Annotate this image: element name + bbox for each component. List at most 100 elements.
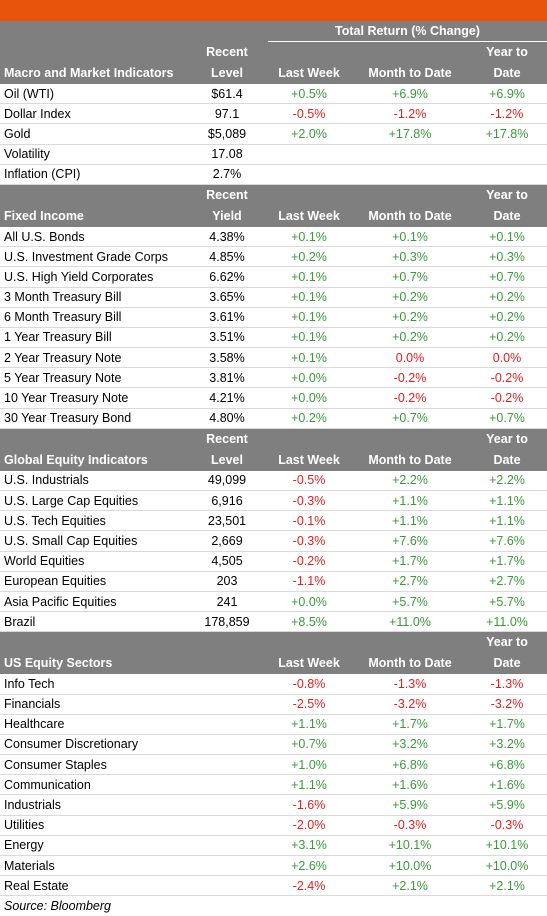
row-label: All U.S. Bonds — [4, 229, 85, 244]
last-week-header: Last Week — [278, 656, 340, 671]
row-label: Inflation (CPI) — [4, 167, 81, 182]
row-label: Dollar Index — [4, 106, 71, 121]
row-label: Asia Pacific Equities — [4, 594, 117, 609]
row-last-week: +0.1% — [291, 330, 327, 345]
row-month-to-date: -0.3% — [393, 818, 427, 833]
row-label: Communication — [4, 777, 91, 792]
row-level — [200, 816, 254, 835]
row-last-week: -0.5% — [292, 106, 326, 121]
table-row: 6 Month Treasury Bill 3.61% +0.1% +0.2% +0.2… — [0, 308, 547, 328]
row-month-to-date: +1.1% — [392, 513, 428, 528]
row-month-to-date: +5.7% — [392, 594, 428, 609]
table-row: Industrials -1.6% +5.9% +5.9% — [0, 795, 547, 816]
row-year-to-date: +5.7% — [489, 594, 525, 609]
table-row: Real Estate -2.4% +2.1% +2.1% — [0, 876, 547, 897]
recent-level-header: Recent Level — [206, 45, 248, 80]
row-year-to-date: +5.9% — [489, 798, 525, 813]
year-to-date-header: Year to Date — [486, 431, 528, 467]
row-label: U.S. Industrials — [4, 473, 89, 488]
row-year-to-date: +0.7% — [489, 269, 525, 284]
row-year-to-date: -3.2% — [490, 697, 524, 712]
row-year-to-date — [466, 145, 547, 164]
row-level: 4,505 — [211, 554, 243, 569]
row-month-to-date: -3.2% — [393, 697, 427, 712]
row-year-to-date: -1.3% — [490, 676, 524, 691]
row-level — [200, 735, 254, 754]
table-row: Brazil 178,859 +8.5% +11.0% +11.0% — [0, 612, 547, 633]
row-year-to-date: +6.9% — [489, 86, 525, 101]
row-label: Consumer Discretionary — [4, 737, 139, 752]
row-month-to-date: +0.2% — [392, 330, 428, 345]
row-label: Volatility — [4, 147, 50, 162]
row-last-week: +0.1% — [291, 290, 327, 305]
row-level — [200, 836, 254, 855]
section-header: US Equity Sectors Last Week Month to Date Y… — [0, 632, 547, 675]
row-level: 3.61% — [209, 310, 245, 325]
row-level: 3.51% — [209, 330, 245, 345]
row-year-to-date: +6.8% — [489, 757, 525, 772]
table-row: Financials -2.5% -3.2% -3.2% — [0, 695, 547, 715]
last-week-header: Last Week — [278, 66, 340, 80]
row-label: Oil (WTI) — [4, 86, 54, 101]
row-last-week: +1.0% — [291, 757, 327, 772]
row-year-to-date: +2.1% — [489, 878, 525, 893]
row-year-to-date: +0.3% — [489, 249, 525, 264]
row-last-week: +0.1% — [291, 269, 327, 284]
row-level — [200, 715, 254, 734]
table-row: 5 Year Treasury Note 3.81% +0.0% -0.2% -0.2% — [0, 368, 547, 389]
row-year-to-date: -0.2% — [490, 391, 524, 406]
row-level — [200, 795, 254, 814]
row-level: 6.62% — [209, 269, 245, 284]
row-last-week: -1.6% — [292, 798, 326, 813]
row-last-week: +0.1% — [291, 350, 327, 365]
row-level: $61.4 — [211, 86, 243, 101]
row-month-to-date: +0.2% — [392, 310, 428, 325]
section-header: Fixed Income Recent Yield Last Week Month to… — [0, 184, 547, 227]
year-to-date-header: Year to Date — [486, 187, 528, 223]
table-row: Gold $5,089 +2.0% +17.8% +17.8% — [0, 124, 547, 145]
row-year-to-date: +3.2% — [489, 737, 525, 752]
row-level — [200, 755, 254, 774]
row-last-week: +0.0% — [291, 391, 327, 406]
table-row: 30 Year Treasury Bond 4.80% +0.2% +0.7% +0.7… — [0, 409, 547, 429]
row-month-to-date: +2.7% — [392, 574, 428, 589]
row-year-to-date: +0.1% — [489, 229, 525, 244]
row-label: 5 Year Treasury Note — [4, 370, 122, 385]
section-title: Macro and Market Indicators — [4, 66, 174, 80]
table-row: U.S. Tech Equities 23,501 -0.1% +1.1% +1.1% — [0, 511, 547, 532]
row-month-to-date: +7.6% — [392, 533, 428, 548]
table-row: European Equities 203 -1.1% +2.7% +2.7% — [0, 572, 547, 592]
row-year-to-date: +1.1% — [489, 513, 525, 528]
table-row: 3 Month Treasury Bill 3.65% +0.1% +0.2% +0.2… — [0, 288, 547, 308]
row-label: 2 Year Treasury Note — [4, 350, 122, 365]
row-last-week: +0.2% — [291, 249, 327, 264]
year-to-date-header: Year to Date — [486, 45, 528, 80]
row-month-to-date — [358, 145, 462, 164]
row-last-week: -0.3% — [292, 493, 326, 508]
row-label: Healthcare — [4, 717, 65, 732]
section-title: Fixed Income — [4, 208, 84, 223]
row-month-to-date: -0.2% — [393, 370, 427, 385]
table-row: Asia Pacific Equities 241 +0.0% +5.7% +5.7% — [0, 592, 547, 613]
row-year-to-date: +0.7% — [489, 411, 525, 426]
row-level: 97.1 — [214, 106, 240, 121]
row-last-week — [268, 145, 350, 164]
row-label: Utilities — [4, 818, 45, 833]
row-level — [200, 695, 254, 714]
row-label: Info Tech — [4, 676, 55, 691]
row-label: Brazil — [4, 614, 36, 629]
month-to-date-header: Month to Date — [368, 452, 452, 467]
row-month-to-date: +0.3% — [392, 249, 428, 264]
row-month-to-date: +0.7% — [392, 411, 428, 426]
row-month-to-date: +1.6% — [392, 777, 428, 792]
month-to-date-header: Month to Date — [368, 208, 452, 223]
recent-yield-header: Recent Yield — [206, 187, 248, 223]
row-label: 1 Year Treasury Bill — [4, 330, 112, 345]
row-level: 23,501 — [207, 513, 247, 528]
row-label: Gold — [4, 126, 31, 141]
table-row: Materials +2.6% +10.0% +10.0% — [0, 856, 547, 877]
table-row: 2 Year Treasury Note 3.58% +0.1% 0.0% 0.0% — [0, 348, 547, 369]
row-month-to-date: +2.1% — [392, 878, 428, 893]
row-last-week: +1.1% — [291, 717, 327, 732]
row-last-week: -0.5% — [292, 473, 326, 488]
